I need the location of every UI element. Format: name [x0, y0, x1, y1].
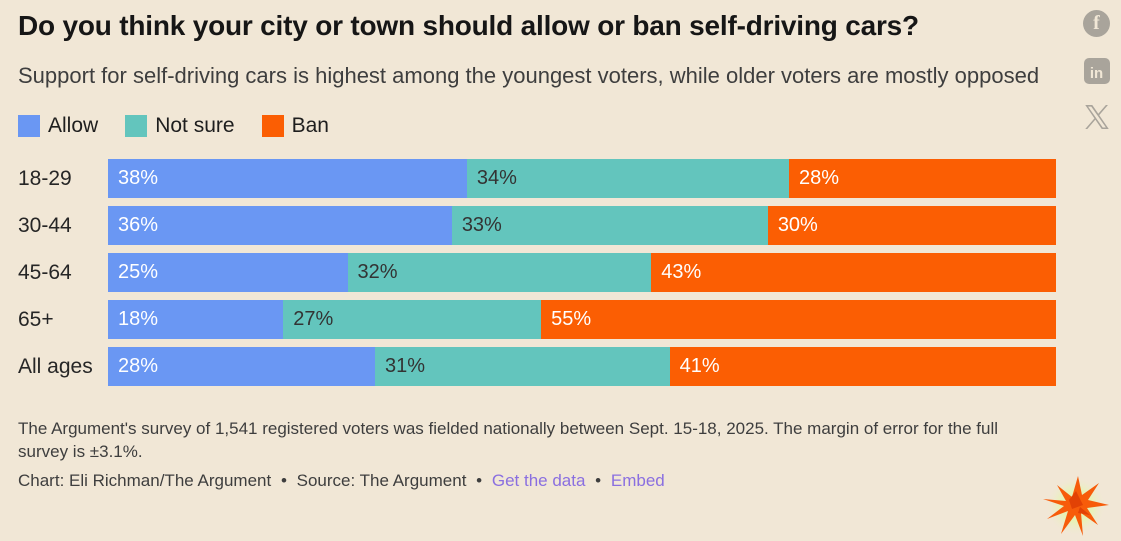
legend-label: Not sure	[155, 114, 235, 137]
legend-swatch	[125, 115, 148, 137]
starburst-inner2	[1078, 507, 1090, 515]
row-label: 45-64	[18, 260, 72, 284]
share-buttons: f in	[1083, 10, 1110, 129]
chart-subtitle: Support for self-driving cars is highest…	[18, 63, 1040, 88]
page-title: Do you think your city or town should al…	[18, 10, 919, 41]
bar-segment-not-sure: 27%	[283, 300, 542, 339]
stacked-bar: 36% 33% 30%	[108, 206, 1056, 245]
chart-row: 65+ 18% 27% 55%	[18, 300, 1056, 339]
row-label: 18-29	[18, 166, 72, 190]
bar-segment-ban: 28%	[788, 159, 1057, 198]
x-icon	[1084, 105, 1109, 129]
stacked-bar: 25% 32% 43%	[108, 253, 1056, 292]
stacked-bar: 38% 34% 28%	[108, 159, 1057, 198]
legend: Allow Not sure Ban	[18, 114, 1103, 138]
separator: •	[280, 471, 287, 490]
chart-row: All ages 28% 31% 41%	[18, 347, 1056, 386]
chart-row: 18-29 38% 34% 28%	[18, 159, 1057, 198]
bar-segment-ban: 43%	[651, 253, 1056, 292]
chart-row: 45-64 25% 32% 43%	[18, 253, 1056, 292]
bar-segment-allow: 28%	[108, 347, 376, 386]
stacked-bar: 18% 27% 55%	[108, 300, 1056, 339]
x-share-button[interactable]	[1084, 105, 1110, 129]
legend-item-allow[interactable]: Allow	[18, 114, 98, 138]
legend-swatch	[261, 115, 284, 137]
bar-segment-allow: 18%	[108, 300, 284, 339]
bar-segment-allow: 38%	[108, 159, 467, 198]
get-the-data-link[interactable]: Get the data	[491, 471, 586, 490]
chart-byline: Chart: Eli Richman/The Argument • Source…	[18, 471, 1103, 491]
bar-segment-ban: 55%	[541, 300, 1056, 339]
chart-rows: 18-29 38% 34% 28% 30-44 36% 33% 30% 45-64 25% 32% 4…	[18, 159, 1057, 386]
separator: •	[476, 471, 483, 490]
legend-label: Ban	[291, 114, 329, 137]
row-label: 65+	[18, 307, 54, 331]
starburst-inner	[1069, 491, 1083, 509]
legend-swatch	[18, 115, 40, 137]
row-label: All ages	[18, 354, 93, 378]
facebook-share-button[interactable]: f	[1083, 10, 1110, 37]
linkedin-share-button[interactable]: in	[1083, 58, 1110, 84]
legend-item-not-sure[interactable]: Not sure	[125, 114, 235, 138]
chart-source: Source: The Argument	[296, 471, 467, 490]
chart-notes: The Argument's survey of 1,541 registere…	[18, 419, 999, 461]
legend-item-ban[interactable]: Ban	[261, 114, 329, 138]
bar-segment-not-sure: 33%	[451, 206, 768, 245]
stacked-bar: 28% 31% 41%	[108, 347, 1056, 386]
bar-segment-not-sure: 34%	[466, 159, 789, 198]
bar-segment-ban: 30%	[767, 206, 1056, 245]
separator: •	[595, 471, 602, 490]
linkedin-icon: in	[1083, 58, 1110, 84]
bar-segment-not-sure: 31%	[375, 347, 670, 386]
bar-segment-ban: 41%	[669, 347, 1056, 386]
facebook-icon: f	[1083, 10, 1110, 37]
chart-row: 30-44 36% 33% 30%	[18, 206, 1056, 245]
argument-logo[interactable]	[1042, 475, 1110, 539]
legend-label: Allow	[48, 114, 99, 137]
chart-credit: Chart: Eli Richman/The Argument	[18, 471, 272, 490]
bar-segment-not-sure: 32%	[347, 253, 652, 292]
bar-segment-allow: 25%	[108, 253, 348, 292]
bar-segment-allow: 36%	[108, 206, 452, 245]
embed-link[interactable]: Embed	[610, 471, 665, 490]
row-label: 30-44	[18, 213, 72, 237]
